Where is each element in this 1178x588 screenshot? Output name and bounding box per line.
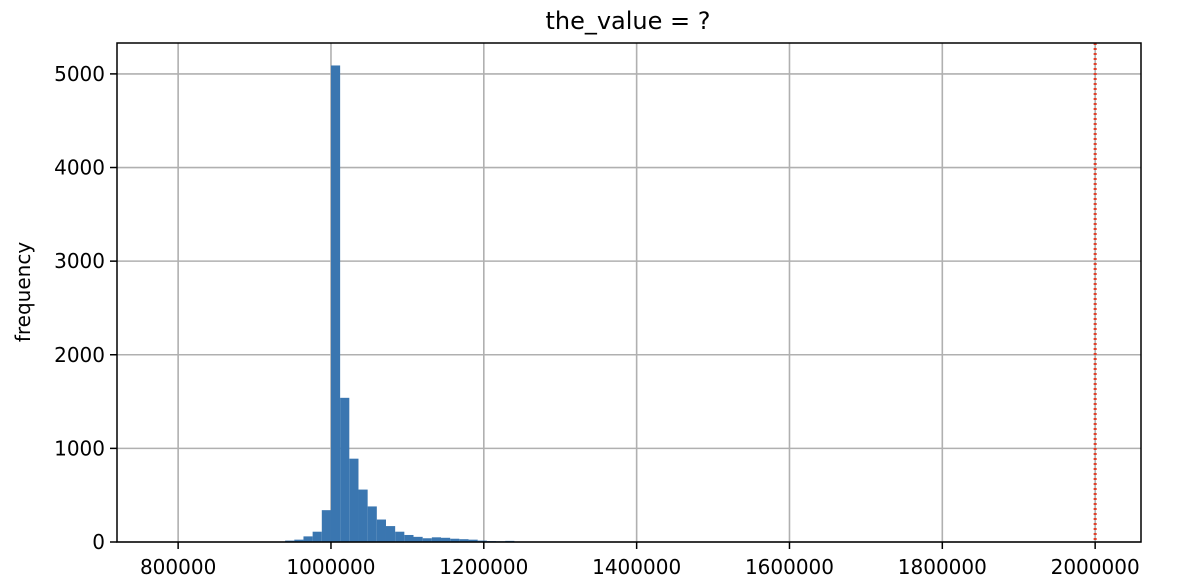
x-tick-label-3: 1400000 [592, 555, 681, 579]
y-axis-ticks: 0 1000 2000 3000 4000 5000 [54, 62, 117, 554]
histogram-bar-7 [349, 458, 359, 542]
histogram-bar-3 [312, 531, 322, 542]
histogram-bar-16 [431, 537, 442, 542]
histogram-bar-20 [468, 539, 478, 542]
histogram-bar-15 [422, 538, 432, 542]
histogram-bar-8 [358, 489, 368, 542]
x-tick-label-4: 1600000 [745, 555, 834, 579]
grid-lines [117, 43, 1141, 543]
histogram-bar-10 [376, 519, 386, 542]
histogram-bar-11 [385, 526, 396, 542]
x-tick-label-2: 1200000 [439, 555, 528, 579]
histogram-bar-6 [340, 397, 350, 542]
histogram-bar-5 [330, 65, 341, 542]
y-tick-label-4: 4000 [54, 156, 105, 180]
x-tick-label-6: 2000000 [1051, 555, 1140, 579]
histogram-bar-2 [303, 536, 313, 542]
histogram-bar-14 [413, 536, 423, 542]
y-tick-label-1: 1000 [54, 436, 105, 460]
plot-frame [116, 42, 1142, 543]
histogram-bar-1 [294, 539, 304, 542]
histogram-bar-9 [367, 506, 377, 542]
y-tick-label-3: 3000 [54, 249, 105, 273]
x-axis-ticks: 800000 1000000 1200000 1400000 1600000 180000… [140, 542, 1140, 579]
y-tick-label-2: 2000 [54, 343, 105, 367]
histogram-bar-17 [441, 537, 451, 542]
histogram-bar-19 [459, 539, 469, 542]
chart-title: the_value = ? [545, 7, 710, 35]
x-tick-label-1: 1000000 [286, 555, 375, 579]
histogram-bar-18 [450, 538, 460, 542]
y-tick-label-5: 5000 [54, 62, 105, 86]
x-tick-label-0: 800000 [140, 555, 216, 579]
y-axis-label: frequency [11, 242, 35, 342]
histogram-bar-12 [395, 531, 405, 542]
histogram-bar-13 [404, 534, 414, 542]
y-tick-label-0: 0 [92, 530, 105, 554]
histogram-bars [285, 65, 515, 542]
histogram-bar-4 [321, 510, 331, 542]
x-tick-label-5: 1800000 [898, 555, 987, 579]
